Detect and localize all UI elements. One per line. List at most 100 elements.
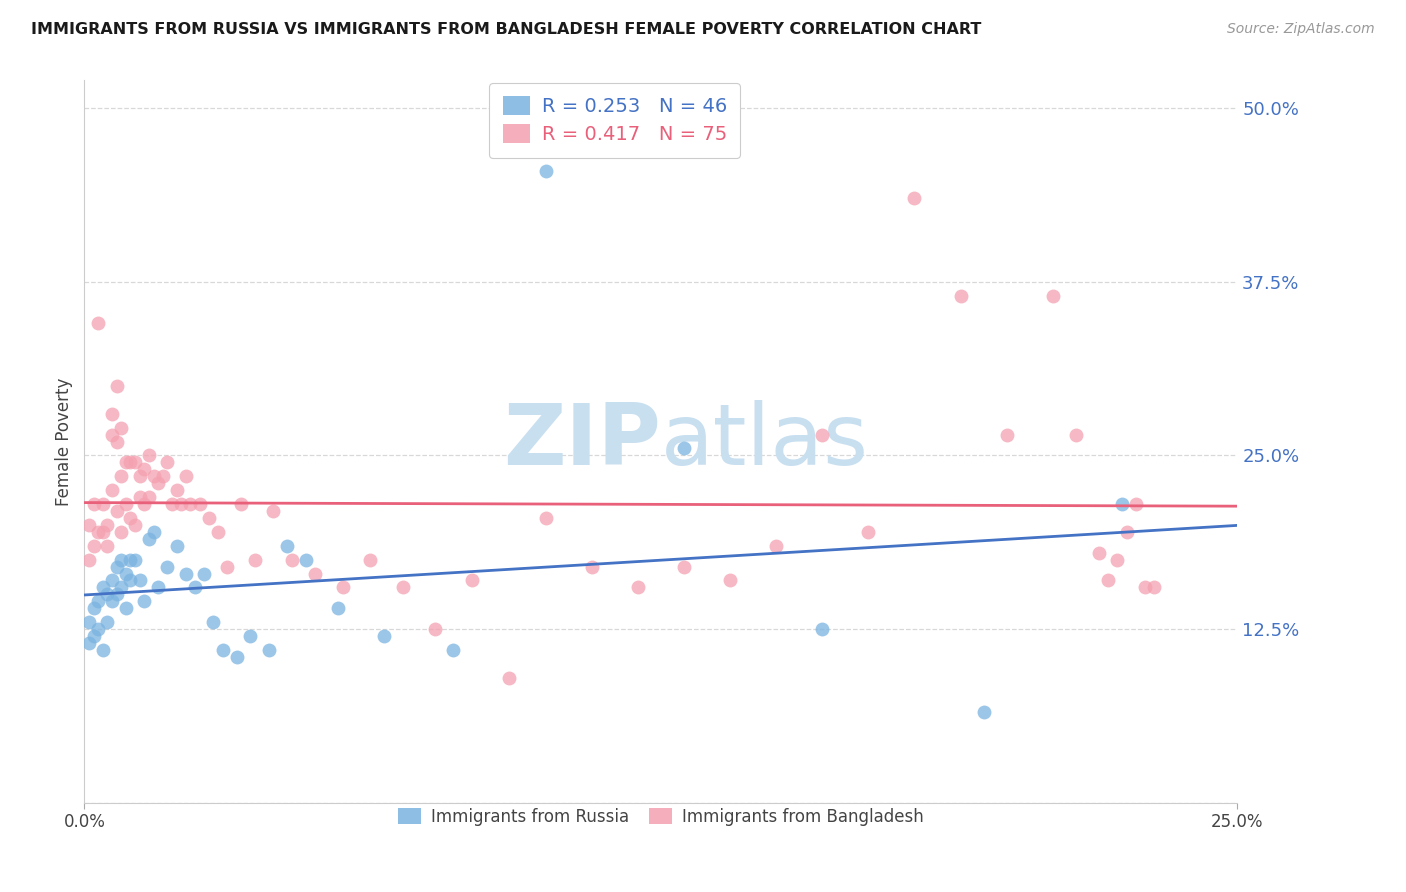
- Point: [156, 455, 179, 469]
- Point: [105, 587, 128, 601]
- Point: [243, 552, 266, 566]
- Text: IMMIGRANTS FROM RUSSIA VS IMMIGRANTS FROM BANGLADESH FEMALE POVERTY CORRELATION : IMMIGRANTS FROM RUSSIA VS IMMIGRANTS FRO…: [31, 22, 981, 37]
- Point: [627, 581, 650, 595]
- Point: [128, 469, 150, 483]
- Point: [461, 574, 484, 588]
- Text: atlas: atlas: [661, 400, 869, 483]
- Point: [1064, 427, 1087, 442]
- Point: [105, 434, 128, 449]
- Point: [441, 643, 464, 657]
- Point: [124, 517, 146, 532]
- Point: [120, 511, 142, 525]
- Point: [718, 574, 741, 588]
- Point: [152, 469, 174, 483]
- Point: [87, 317, 110, 331]
- Point: [91, 643, 114, 657]
- Point: [359, 552, 381, 566]
- Point: [498, 671, 520, 685]
- Point: [134, 462, 156, 476]
- Point: [134, 594, 156, 608]
- Point: [1107, 552, 1129, 566]
- Y-axis label: Female Poverty: Female Poverty: [55, 377, 73, 506]
- Point: [83, 539, 105, 553]
- Point: [115, 455, 138, 469]
- Text: ZIP: ZIP: [503, 400, 661, 483]
- Point: [110, 581, 132, 595]
- Point: [146, 581, 169, 595]
- Point: [146, 476, 169, 491]
- Point: [115, 497, 138, 511]
- Point: [231, 497, 253, 511]
- Point: [83, 629, 105, 643]
- Point: [811, 622, 834, 636]
- Point: [138, 532, 160, 546]
- Point: [115, 601, 138, 615]
- Point: [672, 442, 695, 456]
- Point: [110, 524, 132, 539]
- Point: [166, 539, 188, 553]
- Point: [87, 524, 110, 539]
- Point: [128, 490, 150, 504]
- Point: [225, 649, 247, 664]
- Point: [193, 566, 215, 581]
- Text: Source: ZipAtlas.com: Source: ZipAtlas.com: [1227, 22, 1375, 37]
- Point: [811, 427, 834, 442]
- Point: [581, 559, 603, 574]
- Point: [156, 559, 179, 574]
- Point: [77, 636, 100, 650]
- Point: [105, 504, 128, 518]
- Point: [1042, 288, 1064, 302]
- Point: [534, 511, 557, 525]
- Point: [903, 191, 925, 205]
- Point: [294, 552, 316, 566]
- Point: [1111, 497, 1133, 511]
- Point: [179, 497, 201, 511]
- Point: [110, 420, 132, 434]
- Point: [239, 629, 262, 643]
- Point: [142, 524, 165, 539]
- Point: [101, 483, 124, 498]
- Point: [257, 643, 280, 657]
- Point: [332, 581, 354, 595]
- Point: [170, 497, 193, 511]
- Point: [391, 581, 413, 595]
- Point: [534, 163, 557, 178]
- Point: [91, 524, 114, 539]
- Point: [211, 643, 233, 657]
- Point: [1133, 581, 1156, 595]
- Point: [110, 469, 132, 483]
- Point: [124, 552, 146, 566]
- Point: [174, 566, 197, 581]
- Point: [423, 622, 446, 636]
- Point: [973, 706, 995, 720]
- Point: [326, 601, 349, 615]
- Point: [101, 427, 124, 442]
- Point: [134, 497, 156, 511]
- Point: [217, 559, 239, 574]
- Point: [160, 497, 183, 511]
- Point: [207, 524, 229, 539]
- Point: [373, 629, 395, 643]
- Point: [166, 483, 188, 498]
- Point: [91, 497, 114, 511]
- Point: [949, 288, 972, 302]
- Point: [128, 574, 150, 588]
- Point: [138, 490, 160, 504]
- Point: [83, 497, 105, 511]
- Point: [101, 594, 124, 608]
- Point: [765, 539, 787, 553]
- Point: [995, 427, 1018, 442]
- Point: [672, 559, 695, 574]
- Point: [124, 455, 146, 469]
- Point: [77, 517, 100, 532]
- Point: [87, 622, 110, 636]
- Point: [83, 601, 105, 615]
- Point: [96, 517, 118, 532]
- Point: [202, 615, 225, 630]
- Point: [1088, 546, 1111, 560]
- Point: [120, 574, 142, 588]
- Point: [110, 552, 132, 566]
- Point: [115, 566, 138, 581]
- Point: [184, 581, 207, 595]
- Point: [96, 587, 118, 601]
